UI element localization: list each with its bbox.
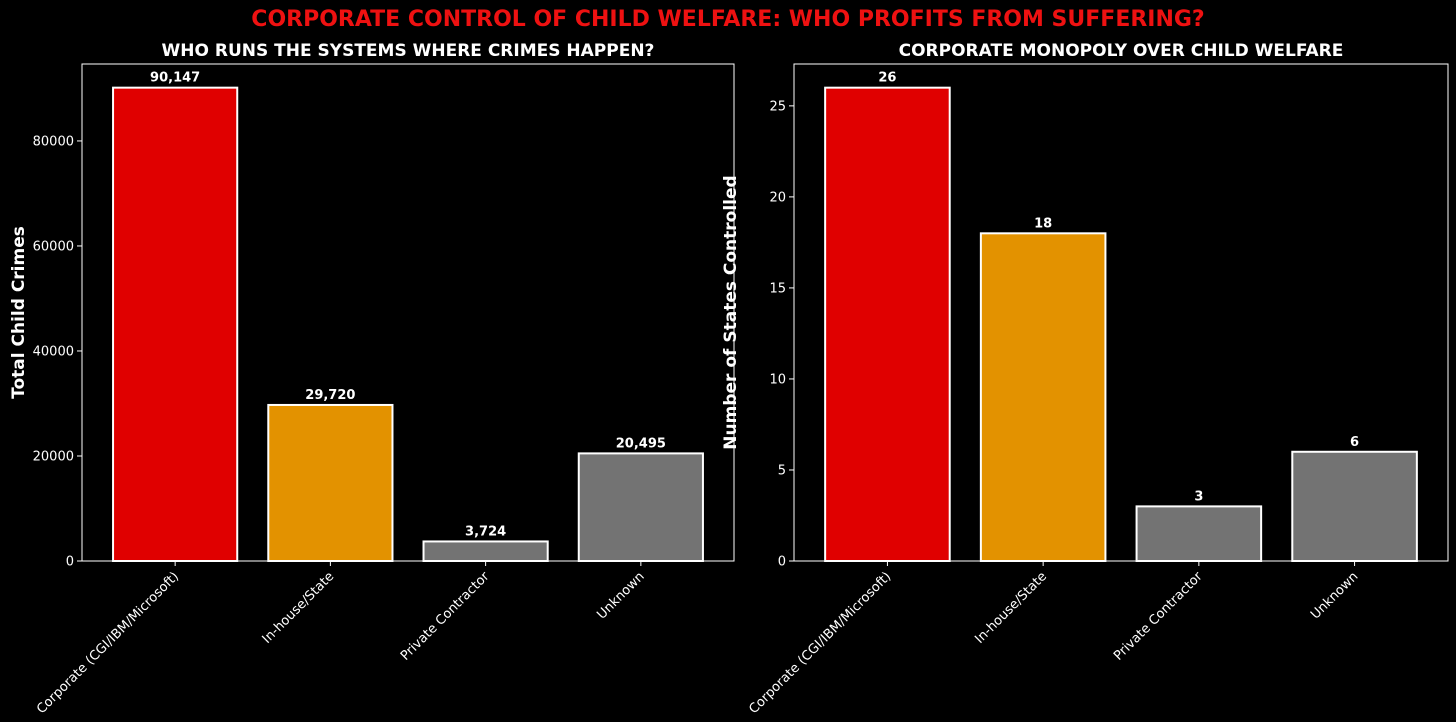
y-tick-label: 5 (778, 463, 786, 478)
x-tick-label: Unknown (594, 569, 647, 622)
chart-panel-1: 90,147 29,720 3,724 20,495 0 20000 40000 60000 8… (9, 41, 735, 717)
y-tick-label: 15 (769, 281, 786, 296)
x-tick-label: Unknown (1308, 569, 1361, 622)
y-tick-label: 10 (769, 372, 786, 387)
y-axis-label: Total Child Crimes (9, 226, 29, 399)
y-tick-label: 80000 (33, 134, 74, 149)
bar-3 (1135, 505, 1263, 563)
axes-frame (793, 63, 1449, 562)
axes-title: CORPORATE MONOPOLY OVER CHILD WELFARE (899, 41, 1344, 61)
bar-value-label: 90,147 (150, 71, 200, 86)
y-tick-label: 0 (66, 555, 74, 570)
x-tick-label: Corporate (CGI/IBM/Microsoft) (34, 569, 182, 717)
bar-value-label: 18 (1034, 216, 1052, 231)
y-tick-label: 40000 (33, 344, 74, 359)
figure-suptitle: CORPORATE CONTROL OF CHILD WELFARE: WHO … (251, 7, 1204, 32)
y-tick-label: 0 (778, 555, 786, 570)
bar-value-label: 6 (1350, 435, 1359, 450)
bar-2 (979, 232, 1107, 562)
bar-value-label: 3,724 (465, 524, 506, 539)
bar-4 (1291, 450, 1418, 562)
y-axis-label: Number of States Controlled (721, 175, 741, 449)
y-tick-label: 20 (769, 190, 786, 205)
x-tick-label: Private Contractor (398, 569, 493, 664)
bar-3 (422, 540, 549, 563)
x-tick-label: In-house/State (972, 569, 1050, 647)
bar-4 (577, 452, 704, 563)
chart-panel-2: 26 18 3 6 0 5 10 15 20 25 Corporate (CGI/IBM/Micro… (721, 41, 1449, 717)
axes-frame (81, 63, 735, 562)
bar-1 (112, 86, 239, 562)
bar-2 (267, 403, 394, 563)
bar-value-label: 3 (1194, 489, 1203, 504)
y-tick-label: 20000 (33, 449, 74, 464)
bar-1 (824, 86, 951, 562)
axes-title: WHO RUNS THE SYSTEMS WHERE CRIMES HAPPEN… (162, 41, 655, 61)
y-tick-label: 60000 (33, 239, 74, 254)
x-tick-label: Corporate (CGI/IBM/Microsoft) (746, 569, 894, 717)
bar-value-label: 26 (878, 71, 896, 86)
chart-panels: 90,147 29,720 3,724 20,495 0 20000 40000 60000 8… (9, 41, 1449, 717)
x-tick-label: Private Contractor (1111, 569, 1206, 664)
bar-value-label: 20,495 (616, 436, 666, 451)
y-tick-label: 25 (769, 99, 786, 114)
x-tick-label: In-house/State (260, 569, 338, 647)
bar-value-label: 29,720 (305, 388, 355, 403)
